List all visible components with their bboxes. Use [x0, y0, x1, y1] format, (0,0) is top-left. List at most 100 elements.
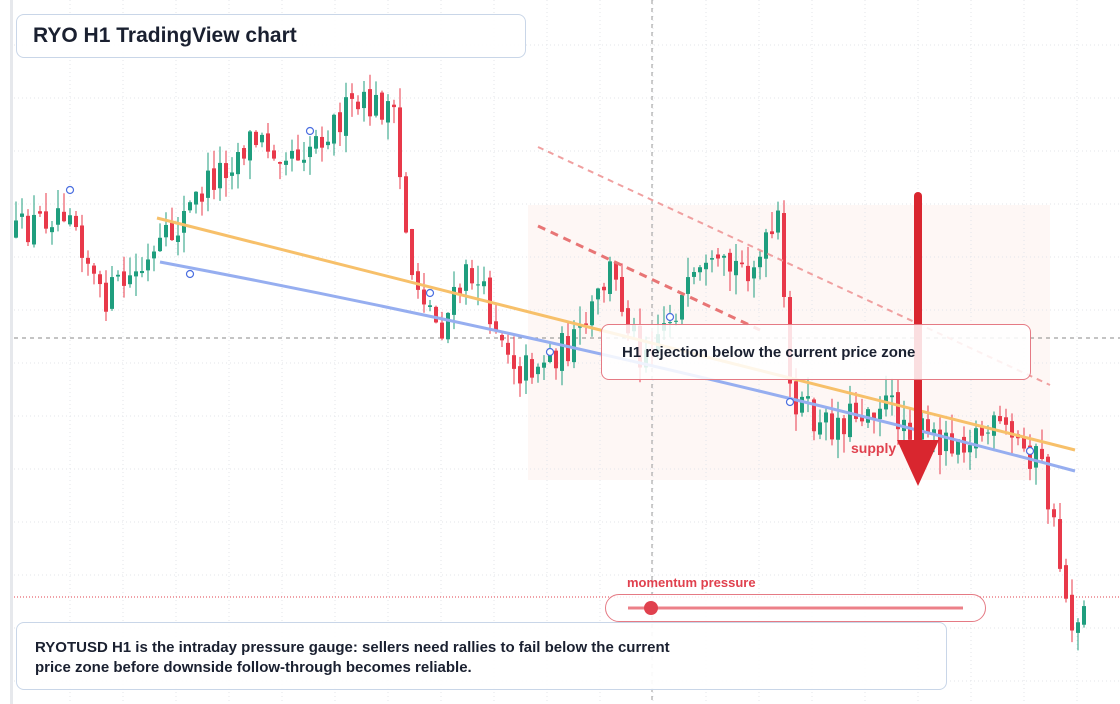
candle	[1040, 448, 1044, 460]
candle	[44, 211, 48, 229]
candle	[296, 149, 300, 161]
candle	[968, 445, 972, 453]
candle	[62, 211, 66, 222]
candle	[320, 136, 324, 148]
candle	[818, 422, 822, 435]
candle	[740, 262, 744, 265]
candle	[710, 258, 714, 260]
candle	[890, 395, 894, 398]
candle	[146, 259, 150, 271]
candle	[416, 271, 420, 290]
candle	[944, 432, 948, 452]
candle	[560, 333, 564, 371]
candle	[140, 270, 144, 274]
candle	[854, 402, 858, 419]
candle	[614, 262, 618, 280]
candle	[452, 286, 456, 315]
candle	[464, 264, 468, 291]
candle	[878, 408, 882, 420]
candle	[152, 251, 156, 259]
candle	[254, 131, 258, 146]
candle	[50, 227, 54, 233]
candle	[494, 321, 498, 332]
candle	[590, 301, 594, 326]
candle	[116, 274, 120, 277]
candle	[1064, 565, 1068, 599]
candle	[98, 274, 102, 285]
candle	[68, 215, 72, 225]
candle	[776, 210, 780, 233]
candle	[470, 268, 474, 284]
candle	[704, 262, 708, 270]
candle	[122, 271, 126, 286]
candle	[848, 403, 852, 438]
candle	[512, 355, 516, 369]
candle	[236, 152, 240, 175]
marker	[1025, 446, 1035, 456]
candle	[530, 359, 534, 378]
candle	[158, 237, 162, 252]
candle	[536, 366, 540, 375]
candle	[206, 170, 210, 198]
candle	[422, 289, 426, 305]
candle	[1082, 606, 1086, 625]
candle	[950, 433, 954, 454]
slider-track	[628, 601, 963, 615]
candle	[1028, 445, 1032, 469]
candle	[380, 92, 384, 120]
candle	[626, 308, 630, 334]
candle	[518, 366, 522, 384]
candle	[182, 210, 186, 233]
candle	[290, 150, 294, 159]
candle	[758, 256, 762, 268]
candle	[80, 225, 84, 258]
candle	[1052, 509, 1056, 518]
candle	[86, 257, 90, 264]
candle	[188, 202, 192, 211]
candle	[554, 350, 558, 369]
candle	[908, 422, 912, 440]
candle	[674, 320, 678, 322]
candle	[176, 235, 180, 242]
candle	[770, 231, 774, 235]
marker	[185, 269, 195, 279]
candle	[338, 112, 342, 133]
candle	[872, 412, 876, 419]
candle	[1070, 594, 1074, 631]
candle	[764, 232, 768, 259]
candle	[1046, 456, 1050, 510]
candle	[164, 224, 168, 238]
marker	[665, 312, 675, 322]
candle	[806, 396, 810, 399]
caption-box: RYOTUSD H1 is the intraday pressure gaug…	[16, 622, 947, 690]
candle	[302, 159, 306, 163]
candle	[584, 323, 588, 326]
ma-markers	[65, 126, 1035, 456]
candle	[170, 221, 174, 241]
caption: RYOTUSD H1 is the intraday pressure gaug…	[35, 639, 670, 676]
candle	[128, 275, 132, 285]
momentum-slider[interactable]	[605, 594, 986, 622]
candle	[260, 134, 264, 143]
candle	[572, 329, 576, 363]
candle	[74, 215, 78, 228]
candle	[668, 322, 672, 324]
candle	[866, 409, 870, 423]
candle	[14, 220, 18, 238]
candle	[110, 277, 114, 309]
candle	[368, 89, 372, 117]
candle	[566, 336, 570, 362]
candle	[398, 107, 402, 178]
candle	[1076, 622, 1080, 633]
candle	[224, 163, 228, 179]
candle	[722, 255, 726, 258]
candle	[1010, 421, 1014, 438]
thumb[interactable]	[644, 601, 658, 615]
candle	[692, 271, 696, 277]
candle	[218, 162, 222, 189]
candle	[248, 131, 252, 161]
candle	[362, 91, 366, 109]
candle	[326, 141, 330, 146]
candle	[134, 271, 138, 277]
candle	[896, 392, 900, 430]
